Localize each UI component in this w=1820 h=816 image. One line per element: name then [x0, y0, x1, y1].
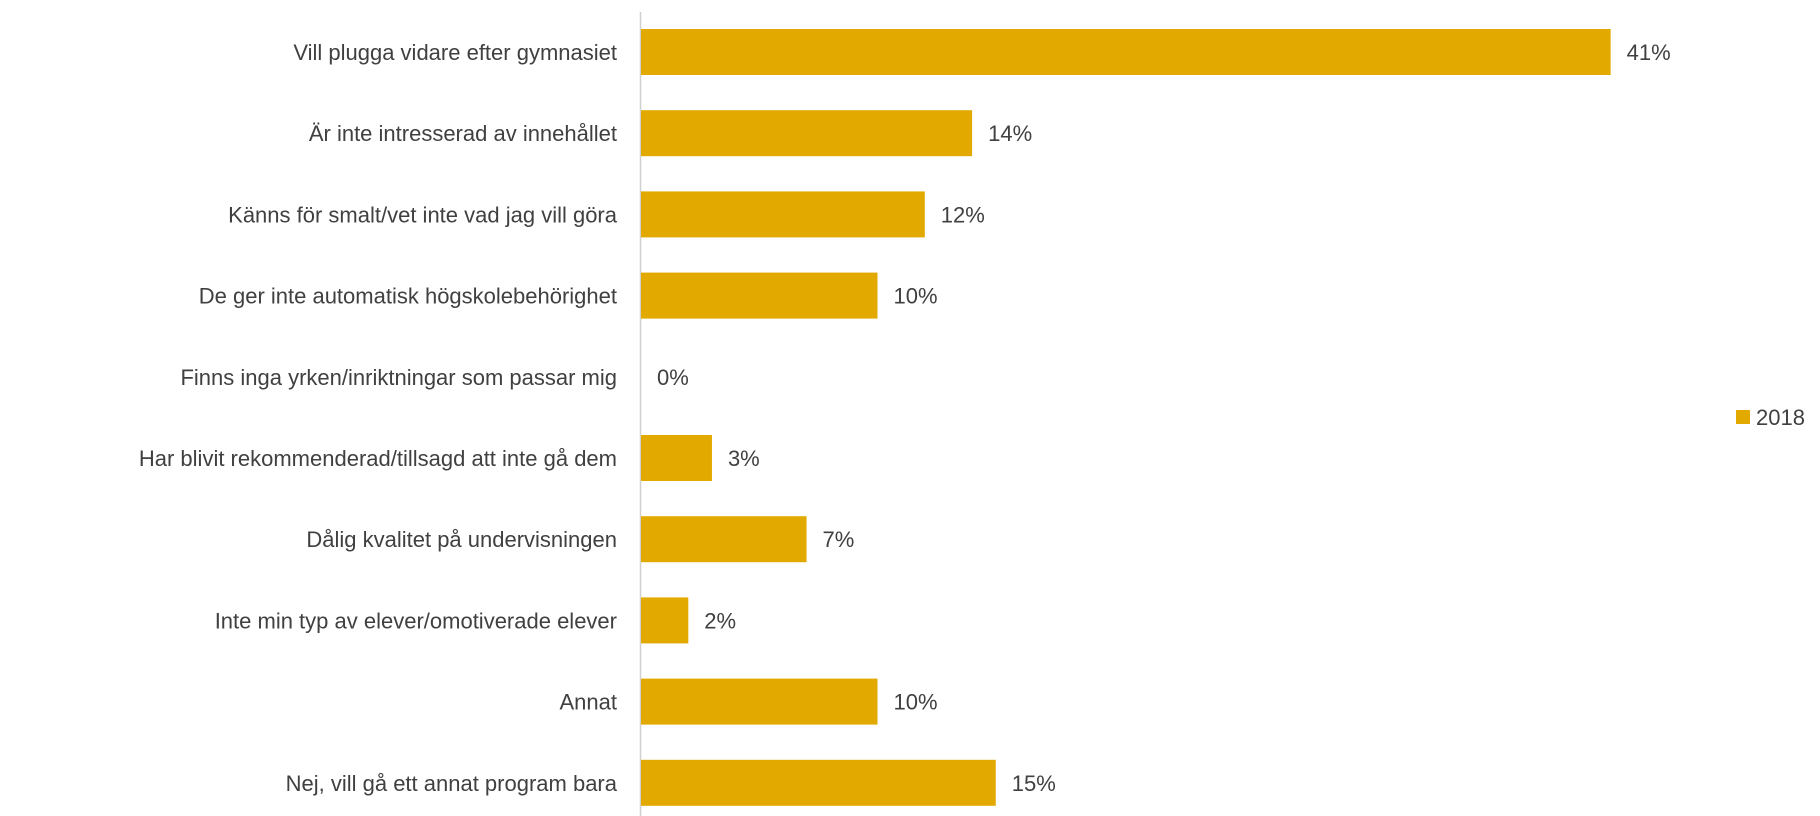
value-label: 41%: [1627, 40, 1671, 65]
category-label: Har blivit rekommenderad/tillsagd att in…: [139, 446, 617, 471]
bars-group: Vill plugga vidare efter gymnasiet 41% Är …: [139, 29, 1671, 806]
value-label: 3%: [728, 446, 760, 471]
legend-swatch-2018: [1736, 410, 1750, 424]
legend-label-2018: 2018: [1756, 405, 1805, 430]
bar: [641, 597, 689, 644]
bar: [641, 435, 712, 481]
value-label: 7%: [823, 527, 855, 552]
bar: [641, 272, 878, 319]
bar: [641, 678, 878, 725]
category-label: Är inte intresserad av innehållet: [309, 121, 617, 146]
category-label: Nej, vill gå ett annat program bara: [286, 771, 618, 796]
category-label: Dålig kvalitet på undervisningen: [306, 527, 617, 552]
category-label: Finns inga yrken/inriktningar som passar…: [180, 365, 617, 390]
legend: 2018: [1736, 405, 1805, 430]
bar: [641, 110, 973, 157]
category-label: Inte min typ av elever/omotiverade eleve…: [215, 608, 617, 633]
bar: [641, 759, 996, 806]
value-label: 10%: [894, 690, 938, 715]
value-label: 0%: [657, 365, 689, 390]
bar: [641, 29, 1611, 75]
value-label: 12%: [941, 202, 985, 227]
category-label: Känns för smalt/vet inte vad jag vill gö…: [228, 202, 618, 227]
category-label: De ger inte automatisk högskolebehörighe…: [199, 284, 617, 309]
value-label: 14%: [988, 121, 1032, 146]
category-label: Vill plugga vidare efter gymnasiet: [293, 40, 617, 65]
value-label: 15%: [1012, 771, 1056, 796]
value-label: 10%: [894, 284, 938, 309]
bar: [641, 516, 807, 563]
value-label: 2%: [704, 608, 736, 633]
category-label: Annat: [560, 690, 618, 715]
bar: [641, 191, 925, 238]
